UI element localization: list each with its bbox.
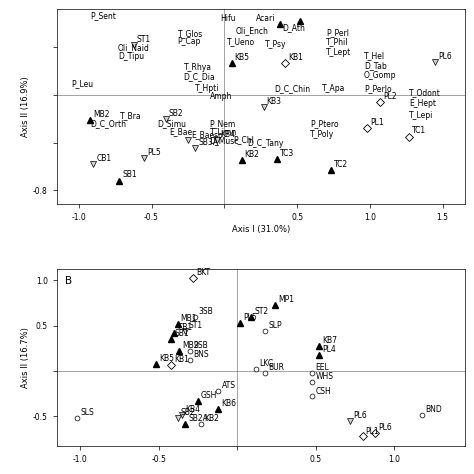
Text: SB2: SB2 xyxy=(169,109,183,118)
Text: T_Hel: T_Hel xyxy=(364,52,385,61)
Text: Oli_Naid: Oli_Naid xyxy=(118,43,150,52)
Text: T_Psy: T_Psy xyxy=(265,40,287,49)
Text: E_Bae: E_Bae xyxy=(169,128,192,137)
Text: BND: BND xyxy=(425,405,442,414)
Text: PL1: PL1 xyxy=(370,118,383,127)
Text: MP1: MP1 xyxy=(278,295,294,304)
Text: SB1: SB1 xyxy=(174,329,189,338)
Text: T_Bra: T_Bra xyxy=(119,111,141,120)
Text: ST1: ST1 xyxy=(137,35,151,44)
Text: B: B xyxy=(65,276,72,286)
Text: PL5: PL5 xyxy=(147,148,161,157)
Text: BKT: BKT xyxy=(196,268,210,277)
Text: P_Sent: P_Sent xyxy=(91,11,116,20)
Text: D_Ath: D_Ath xyxy=(283,23,305,32)
Text: T_Phil: T_Phil xyxy=(326,37,349,46)
Text: KB4: KB4 xyxy=(185,405,201,414)
Text: D_C_Tany: D_C_Tany xyxy=(247,139,284,148)
Text: CB1: CB1 xyxy=(96,154,111,163)
Text: T_Lept: T_Lept xyxy=(326,48,351,57)
Text: P_Leu: P_Leu xyxy=(72,79,93,88)
Text: D_Simu: D_Simu xyxy=(157,119,186,128)
Text: Amph: Amph xyxy=(210,92,232,101)
Text: KB3: KB3 xyxy=(266,97,282,106)
Text: P_Ptero: P_Ptero xyxy=(310,119,339,128)
Text: Oli_Ench: Oli_Ench xyxy=(236,27,269,36)
Text: D_Tab: D_Tab xyxy=(364,61,387,70)
Text: SB1: SB1 xyxy=(122,170,137,179)
Text: SLS: SLS xyxy=(81,409,94,418)
Text: CB1: CB1 xyxy=(178,323,193,332)
Text: D_Tipu: D_Tipu xyxy=(118,52,144,61)
Text: Hifu: Hifu xyxy=(220,14,236,23)
Text: T_Lepi: T_Lepi xyxy=(409,111,434,120)
Text: KB1: KB1 xyxy=(174,355,189,364)
Text: D_C_Orth: D_C_Orth xyxy=(91,119,127,128)
Text: KB2: KB2 xyxy=(245,150,260,159)
Text: KB6: KB6 xyxy=(221,399,237,408)
Text: CSH: CSH xyxy=(316,387,331,396)
Text: Acari: Acari xyxy=(256,14,276,23)
Text: TC1: TC1 xyxy=(412,127,426,136)
Text: D_C_Dia: D_C_Dia xyxy=(183,72,215,81)
Text: SB2A: SB2A xyxy=(189,414,209,423)
Text: BUR: BUR xyxy=(269,363,284,372)
Text: T_Glos: T_Glos xyxy=(178,29,203,38)
Text: T_Apa: T_Apa xyxy=(322,83,345,92)
Text: ST1: ST1 xyxy=(189,321,203,330)
Text: PL5: PL5 xyxy=(244,313,257,322)
Y-axis label: Axis II (16.7%): Axis II (16.7%) xyxy=(21,327,30,388)
Text: PL4: PL4 xyxy=(322,345,336,354)
Text: PL1: PL1 xyxy=(366,427,379,436)
Text: PL2: PL2 xyxy=(383,92,397,101)
Text: SB2: SB2 xyxy=(181,409,195,418)
Text: T_Hpti: T_Hpti xyxy=(195,83,219,92)
Text: LKC: LKC xyxy=(259,359,273,368)
Text: SB3A: SB3A xyxy=(198,138,218,147)
Text: KB4: KB4 xyxy=(220,130,235,139)
Text: ST2: ST2 xyxy=(255,307,269,316)
Text: SLP: SLP xyxy=(269,321,282,330)
Text: PL6: PL6 xyxy=(378,423,392,432)
Text: BNS: BNS xyxy=(193,350,209,359)
Text: D_C_Chin: D_C_Chin xyxy=(274,83,310,92)
Text: D_Musc: D_Musc xyxy=(210,136,239,145)
Text: P_Chl: P_Chl xyxy=(233,135,254,144)
Text: GSH: GSH xyxy=(201,391,218,400)
Text: T_Ueno: T_Ueno xyxy=(227,37,255,46)
Text: MB2: MB2 xyxy=(182,341,199,350)
Text: MB1: MB1 xyxy=(181,314,197,323)
X-axis label: Axis I (31.0%): Axis I (31.0%) xyxy=(232,225,290,234)
Text: WHS: WHS xyxy=(316,372,334,381)
Text: P_Perlo: P_Perlo xyxy=(364,83,392,92)
Text: EEL: EEL xyxy=(316,363,329,372)
Text: T_Rhya: T_Rhya xyxy=(183,64,211,73)
Text: KB1: KB1 xyxy=(288,53,303,62)
Text: KB7: KB7 xyxy=(322,336,337,345)
Text: P_Nem: P_Nem xyxy=(210,119,236,128)
Text: 3SB: 3SB xyxy=(198,307,213,316)
Text: KB5: KB5 xyxy=(159,354,174,363)
Text: ATS: ATS xyxy=(221,381,236,390)
Text: O_Gomp: O_Gomp xyxy=(364,71,397,80)
Text: TC2: TC2 xyxy=(334,160,347,169)
Text: 9SB: 9SB xyxy=(193,341,208,350)
Text: T_Poly: T_Poly xyxy=(310,130,335,139)
Text: MB2: MB2 xyxy=(93,110,110,119)
Text: TC3: TC3 xyxy=(280,149,294,158)
Text: T_Odont: T_Odont xyxy=(409,88,441,97)
Text: KB5: KB5 xyxy=(235,53,249,62)
Y-axis label: Axis II (16.9%): Axis II (16.9%) xyxy=(21,76,30,137)
Text: E_Baeso: E_Baeso xyxy=(191,130,223,139)
Text: KB2: KB2 xyxy=(204,414,219,423)
Text: T_Limn: T_Limn xyxy=(210,128,237,137)
Text: P_Cap: P_Cap xyxy=(178,37,201,46)
Text: PL6: PL6 xyxy=(353,411,367,420)
Text: E_Hept: E_Hept xyxy=(409,99,436,108)
Text: PL6: PL6 xyxy=(438,52,452,61)
Text: P_Perl: P_Perl xyxy=(326,28,349,37)
